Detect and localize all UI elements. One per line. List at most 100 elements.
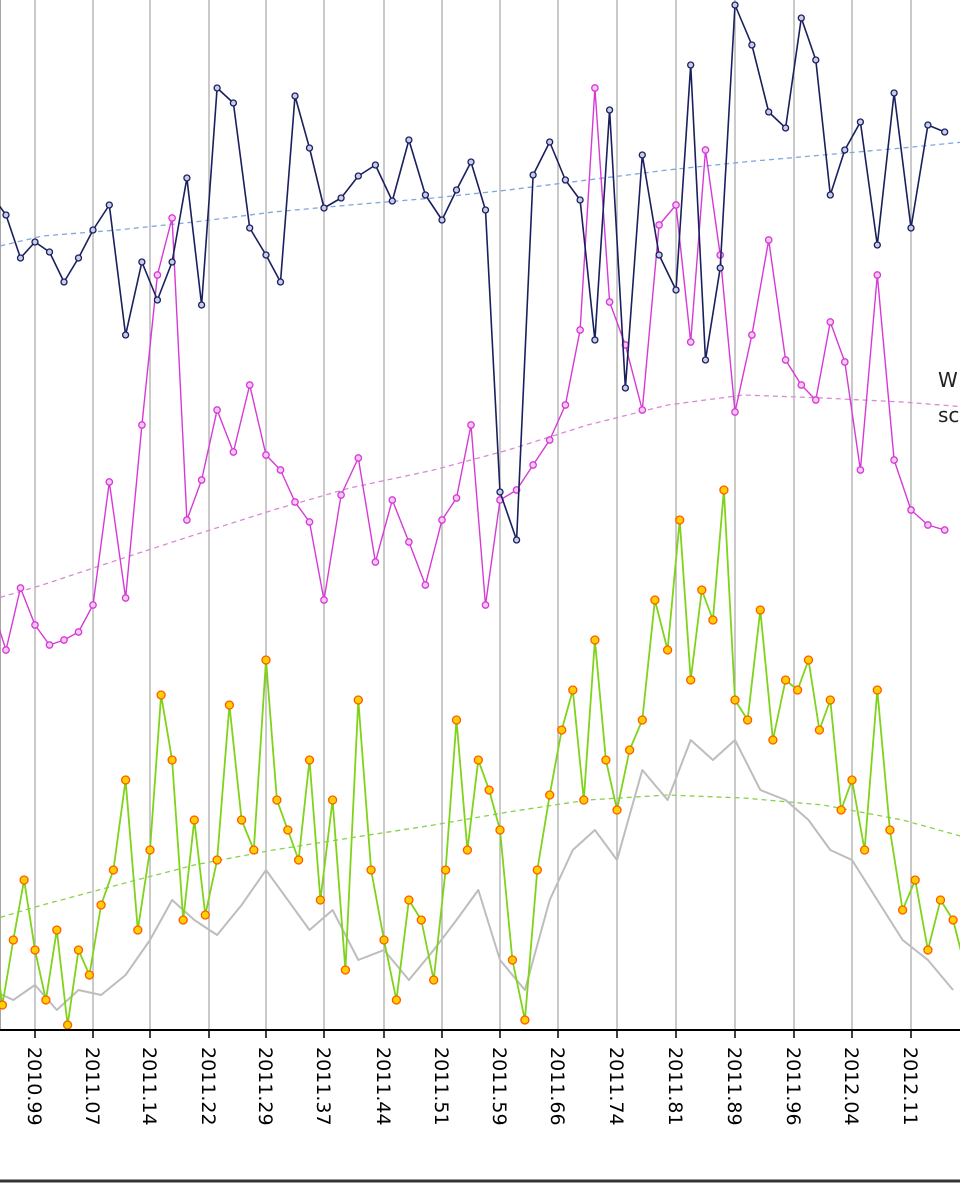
navy-point xyxy=(496,488,504,496)
magenta-line xyxy=(0,87,945,651)
x-tick-label: 2011.37 xyxy=(312,1047,334,1126)
navy-point xyxy=(873,241,881,249)
navy-point xyxy=(856,118,865,126)
navy-point xyxy=(337,194,345,202)
magenta-point xyxy=(89,601,97,609)
x-tick-label: 2011.96 xyxy=(782,1047,804,1126)
magenta-point xyxy=(811,396,820,404)
orange-point xyxy=(872,685,882,695)
navy-point xyxy=(924,121,932,129)
orange-point xyxy=(178,915,188,925)
orange-point xyxy=(0,1000,8,1010)
magenta-point xyxy=(291,498,299,506)
orange-point xyxy=(814,725,825,735)
x-tick-label: 2011.07 xyxy=(81,1047,103,1126)
magenta-point xyxy=(731,408,739,416)
magenta-point xyxy=(354,454,363,462)
navy-point xyxy=(576,196,584,204)
magenta-point xyxy=(213,406,221,414)
orange-point xyxy=(96,900,106,910)
x-axis xyxy=(0,1029,960,1183)
magenta-point xyxy=(672,201,680,209)
magenta-point xyxy=(561,401,570,409)
magenta-point xyxy=(840,358,849,366)
orange-point xyxy=(327,795,338,805)
navy-point xyxy=(467,158,475,166)
magenta-point xyxy=(438,516,446,524)
x-tick-label: 2011.44 xyxy=(372,1047,394,1126)
magenta-point xyxy=(655,221,663,229)
magenta-series xyxy=(0,84,949,654)
orange-point xyxy=(236,815,247,825)
orange-point xyxy=(272,795,282,805)
magenta-point xyxy=(2,646,10,654)
magenta-point xyxy=(229,448,238,456)
orange-point xyxy=(675,515,685,525)
x-tick-label: 2011.74 xyxy=(605,1047,627,1126)
magenta-point xyxy=(907,506,915,514)
orange-point xyxy=(8,935,18,945)
orange-point xyxy=(484,785,494,795)
navy-point xyxy=(605,106,614,114)
magenta-point xyxy=(748,331,756,339)
gray-line xyxy=(0,739,954,1011)
orange-point xyxy=(825,695,835,705)
magenta-point xyxy=(924,521,932,529)
navy-point xyxy=(89,226,97,234)
orange-point xyxy=(440,865,451,875)
orange-point xyxy=(742,715,753,725)
orange-point xyxy=(708,615,718,625)
orange-point xyxy=(780,675,791,685)
navy-point xyxy=(655,251,663,259)
orange-point xyxy=(612,805,622,815)
orange-point xyxy=(686,675,696,685)
x-tick-label: 2011.59 xyxy=(488,1047,510,1126)
x-tick-label: 2010.99 xyxy=(23,1047,45,1126)
orange-point xyxy=(189,815,199,825)
orange-point xyxy=(847,775,857,785)
orange-point xyxy=(145,845,155,855)
navy-point xyxy=(276,278,285,286)
orange-point xyxy=(249,845,259,855)
orange-point xyxy=(910,875,920,885)
orange-point xyxy=(532,865,542,875)
magenta-point xyxy=(576,326,584,334)
navy-point xyxy=(183,174,191,182)
orange-point xyxy=(473,755,483,765)
magenta-point xyxy=(276,466,285,474)
navy-point xyxy=(812,56,820,64)
orange-point xyxy=(19,875,29,885)
orange-point xyxy=(719,485,729,495)
orange-point xyxy=(156,690,166,700)
orange-point xyxy=(579,795,589,805)
orange-point xyxy=(520,1015,530,1025)
magenta-point xyxy=(605,298,614,306)
orange-point xyxy=(416,915,426,925)
magenta-point xyxy=(31,621,39,629)
x-tick-label: 2011.89 xyxy=(723,1047,745,1126)
green-line xyxy=(0,489,960,1026)
magenta-point xyxy=(168,214,176,222)
magenta-point xyxy=(873,271,882,279)
annotation-sc: sc xyxy=(938,403,959,427)
magenta-point xyxy=(337,491,345,499)
navy-point xyxy=(797,14,805,22)
navy-point xyxy=(591,336,599,344)
gray-series xyxy=(0,739,954,1011)
x-tick-labels: 2010.99 2011.07 2011.14 2011.22 2011.29 2011.… xyxy=(23,1047,960,1126)
navy-point xyxy=(45,248,54,256)
magenta-point xyxy=(781,356,790,364)
orange-point xyxy=(462,845,473,855)
orange-point xyxy=(379,935,389,945)
navy-point xyxy=(638,151,646,159)
orange-point xyxy=(133,925,143,935)
orange-point xyxy=(52,925,62,935)
navy-point xyxy=(529,171,537,179)
navy-point xyxy=(731,1,739,9)
orange-point xyxy=(451,715,462,725)
navy-point xyxy=(907,224,915,232)
magenta-point xyxy=(320,596,328,604)
orange-point xyxy=(391,995,402,1005)
x-tick-label: 2011.66 xyxy=(546,1047,568,1126)
